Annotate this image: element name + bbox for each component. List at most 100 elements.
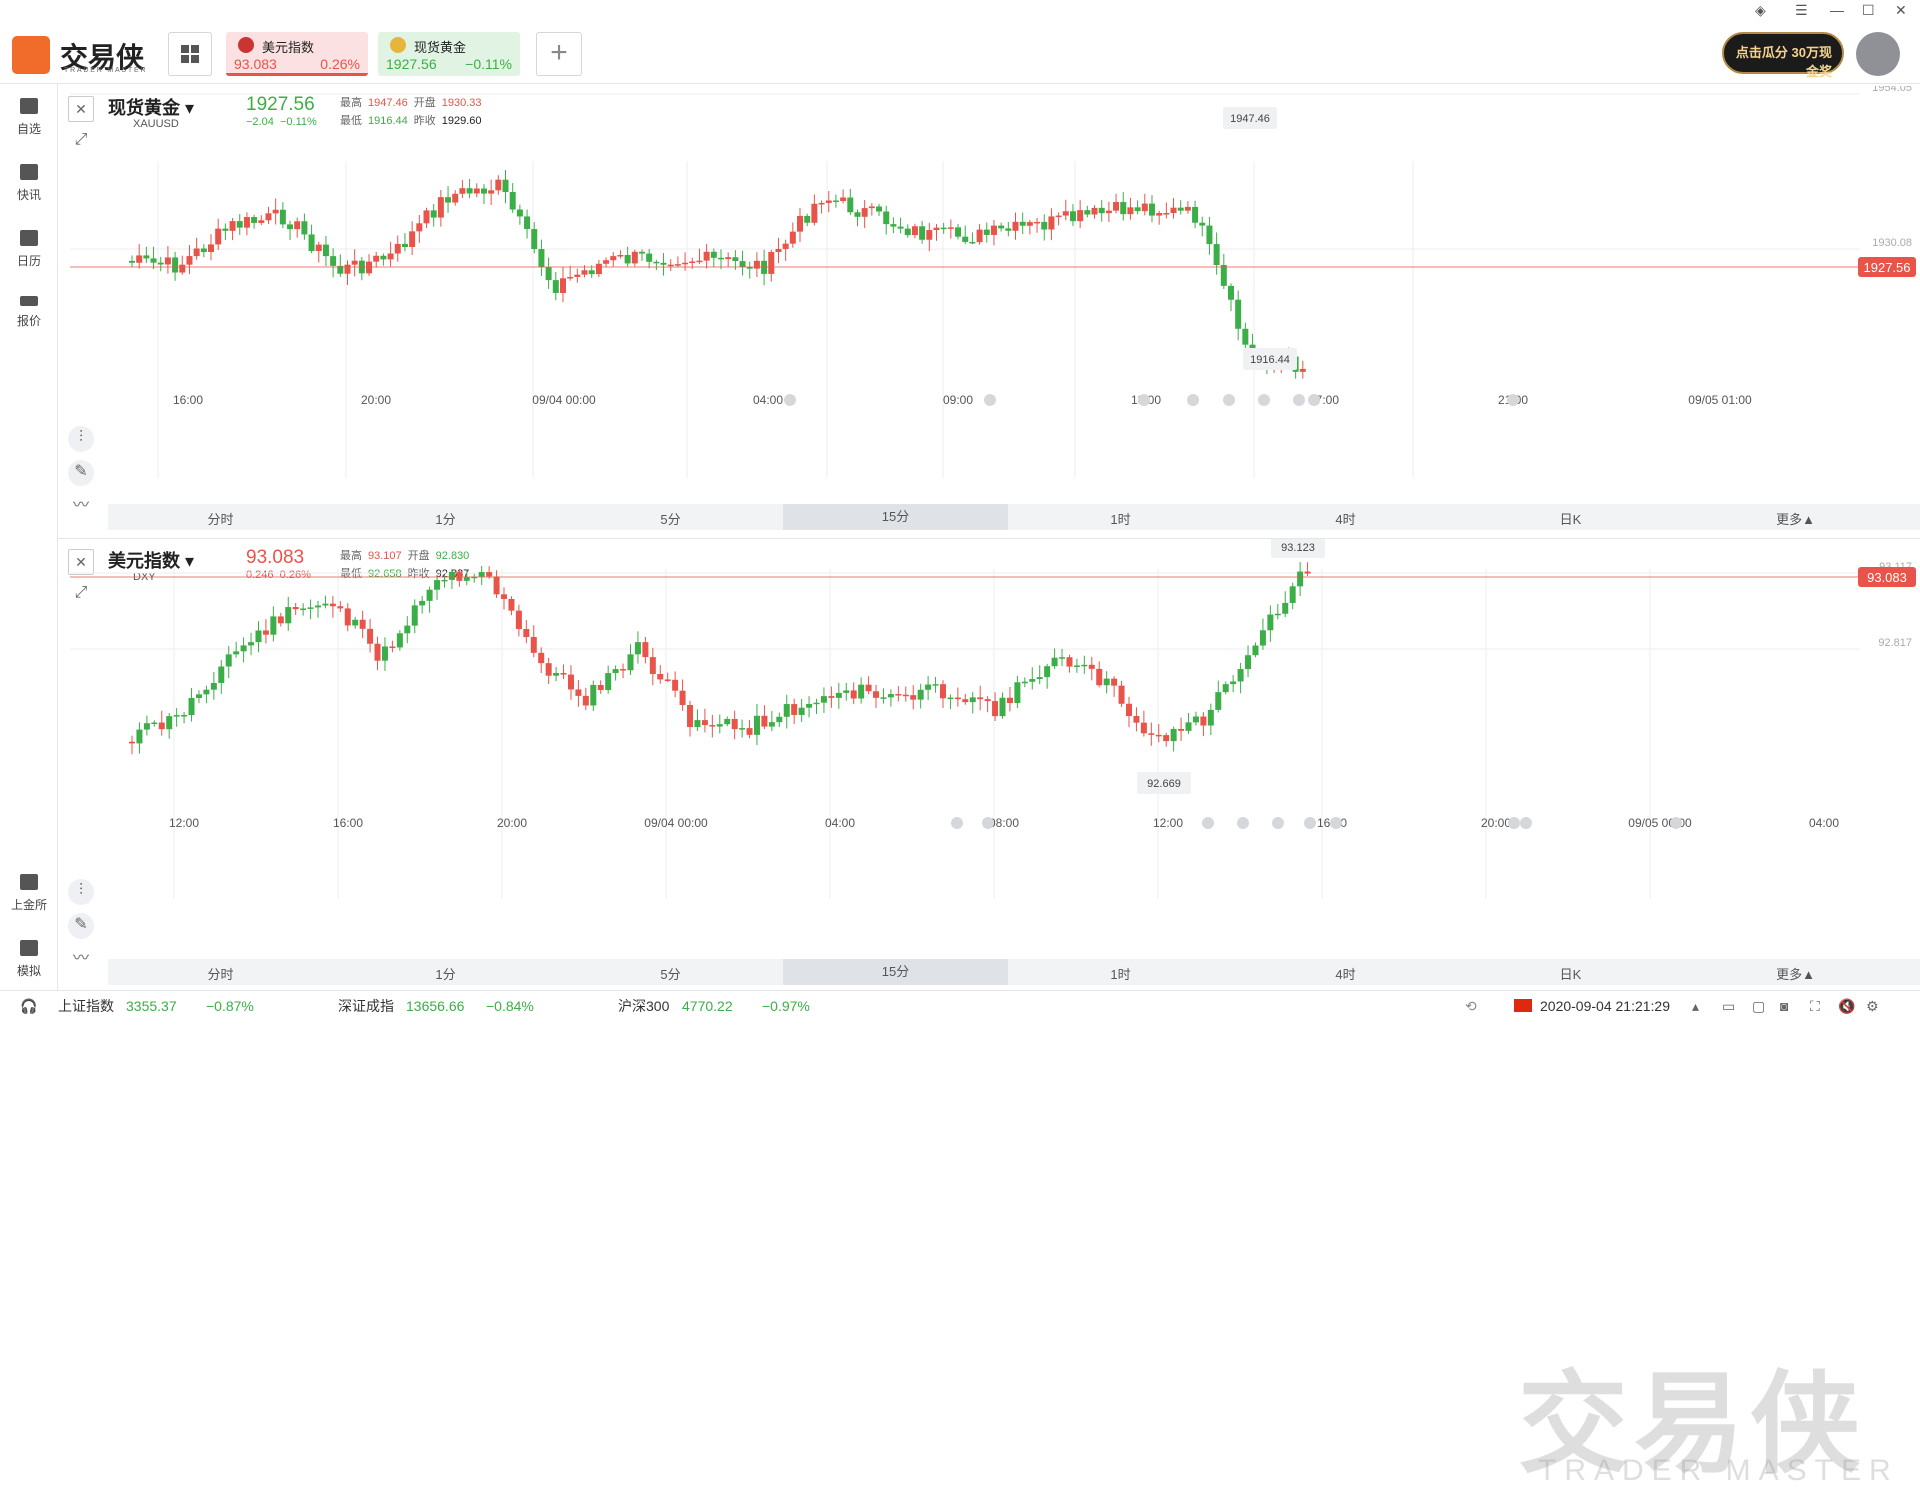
candle-body bbox=[1034, 221, 1041, 224]
timeframe-bar: 分时 1分 5分 15分 1时 4时 日K 更多▲ bbox=[108, 959, 1920, 985]
candle-body bbox=[456, 571, 463, 581]
timeframe-0[interactable]: 分时 bbox=[207, 512, 234, 527]
candle-body bbox=[804, 215, 811, 223]
indicator-icon[interactable]: ⫶ bbox=[68, 879, 94, 905]
timeframe-5[interactable]: 4时 bbox=[1335, 967, 1356, 982]
timeframe-1[interactable]: 1分 bbox=[435, 967, 456, 982]
maximize-icon[interactable]: ☐ bbox=[1862, 2, 1875, 18]
camera-icon[interactable]: ◙ bbox=[1780, 998, 1789, 1014]
line-icon[interactable]: 〰 bbox=[72, 497, 89, 514]
x-tick-label: 12:00 bbox=[169, 816, 199, 830]
timeframe-1[interactable]: 1分 bbox=[435, 512, 456, 527]
expand-icon[interactable]: ⤢ bbox=[74, 131, 88, 148]
candle-body bbox=[1077, 210, 1084, 222]
candle-body bbox=[910, 695, 917, 700]
timeframe-3[interactable]: 15分 bbox=[783, 959, 1008, 985]
timeframe-3[interactable]: 15分 bbox=[783, 504, 1008, 530]
fullscreen-icon[interactable]: ⛶ bbox=[1810, 998, 1820, 1014]
sidebar-item-watchlist[interactable]: 自选 bbox=[0, 98, 58, 137]
candle-body bbox=[1103, 678, 1110, 686]
candle-body bbox=[1192, 716, 1199, 723]
candle-body bbox=[1134, 207, 1141, 212]
timeframe-4[interactable]: 1时 bbox=[1110, 967, 1131, 982]
candle-body bbox=[463, 577, 470, 581]
candle-body bbox=[186, 256, 193, 265]
event-marker bbox=[1507, 394, 1519, 406]
candle-body bbox=[136, 729, 143, 744]
line-icon[interactable]: 〰 bbox=[72, 950, 89, 967]
candlestick-chart[interactable]: 1954.05 1930.08 1927.56 1947.46 1916.44 16:00… bbox=[70, 86, 1920, 500]
candle-body bbox=[868, 206, 875, 209]
settings-icon[interactable]: ⚙ bbox=[1866, 998, 1879, 1014]
screenshot-icon[interactable]: ▢ bbox=[1752, 998, 1766, 1014]
timeframe-4[interactable]: 1时 bbox=[1110, 512, 1131, 527]
candle-body bbox=[1242, 328, 1249, 345]
close-icon[interactable]: ✕ bbox=[68, 549, 94, 575]
tab-change: 0.26% bbox=[320, 56, 360, 72]
timeframe-5[interactable]: 4时 bbox=[1335, 512, 1356, 527]
mute-icon[interactable]: 🔇 bbox=[1838, 998, 1856, 1014]
pencil-icon[interactable]: ✎ bbox=[68, 913, 94, 939]
sidebar-item-sge[interactable]: 上金所 bbox=[0, 874, 58, 913]
candle-body bbox=[493, 576, 500, 595]
candle-body bbox=[739, 261, 746, 268]
display-icon[interactable]: ▭ bbox=[1722, 998, 1736, 1014]
timeframe-7[interactable]: 更多▲ bbox=[1776, 967, 1815, 982]
candle-body bbox=[1148, 733, 1155, 735]
expand-icon[interactable]: ⤢ bbox=[74, 584, 88, 601]
candle-body bbox=[322, 603, 329, 606]
x-tick-label: 20:00 bbox=[497, 816, 527, 830]
sidebar-item-news[interactable]: 快讯 bbox=[0, 164, 58, 203]
close-icon[interactable]: ✕ bbox=[68, 96, 94, 122]
caret-up-icon[interactable]: ▴ bbox=[1692, 998, 1700, 1014]
timeframe-6[interactable]: 日K bbox=[1559, 512, 1582, 527]
indicator-icon[interactable]: ⫶ bbox=[68, 426, 94, 452]
sidebar-item-quotes[interactable]: 报价 bbox=[0, 296, 58, 329]
timeframe-6[interactable]: 日K bbox=[1559, 967, 1582, 982]
minimize-icon[interactable]: — bbox=[1830, 2, 1844, 18]
symbol-name[interactable]: 现货黄金 ▾ bbox=[108, 98, 195, 118]
timeframe-7[interactable]: 更多▲ bbox=[1776, 512, 1815, 527]
menu-icon[interactable]: ☰ bbox=[1795, 2, 1808, 18]
candlestick-chart[interactable]: 93.11792.81793.08393.12392.66912:0016:00… bbox=[70, 539, 1920, 953]
candle-body bbox=[850, 690, 857, 699]
index-sz-name[interactable]: 深证成指 bbox=[338, 998, 394, 1014]
candle-body bbox=[164, 257, 171, 265]
index-hs300-name[interactable]: 沪深300 bbox=[618, 998, 670, 1014]
trend-icon bbox=[20, 296, 38, 306]
timeframe-2[interactable]: 5分 bbox=[660, 512, 681, 527]
tab-gold[interactable]: 现货黄金 1927.56 −0.11% bbox=[378, 32, 520, 76]
candle-body bbox=[501, 594, 508, 599]
promo-banner[interactable]: 点击瓜分 30万现金奖 bbox=[1722, 32, 1844, 79]
candle-body bbox=[791, 704, 798, 715]
sidebar-item-label: 日历 bbox=[16, 254, 41, 268]
candle-body bbox=[876, 206, 883, 212]
candle-body bbox=[947, 227, 954, 229]
skin-icon[interactable]: ◈ bbox=[1755, 2, 1766, 18]
candle-body bbox=[1141, 203, 1148, 212]
candle-body bbox=[739, 728, 746, 730]
avatar[interactable] bbox=[1856, 32, 1900, 76]
candle-body bbox=[603, 260, 610, 264]
sidebar-item-calendar[interactable]: 日历 bbox=[0, 230, 58, 269]
sidebar-item-demo[interactable]: 模拟 bbox=[0, 940, 58, 979]
tab-dxy[interactable]: 美元指数 93.083 0.26% bbox=[226, 32, 368, 76]
close-window-icon[interactable]: ✕ bbox=[1895, 2, 1907, 18]
candle-body bbox=[962, 236, 969, 242]
pencil-icon[interactable]: ✎ bbox=[68, 460, 94, 486]
candle-body bbox=[329, 603, 336, 607]
candle-body bbox=[448, 571, 455, 580]
event-marker bbox=[1202, 817, 1214, 829]
high-tag bbox=[1223, 107, 1277, 129]
candle-body bbox=[409, 231, 416, 248]
layout-grid-button[interactable] bbox=[168, 32, 212, 76]
timeframe-0[interactable]: 分时 bbox=[207, 967, 234, 982]
sync-icon[interactable]: ⟲ bbox=[1465, 998, 1477, 1014]
index-sh-name[interactable]: 上证指数 bbox=[58, 998, 114, 1014]
timeframe-2[interactable]: 5分 bbox=[660, 967, 681, 982]
symbol-name[interactable]: 美元指数 ▾ bbox=[108, 551, 195, 571]
add-tab-button[interactable]: + bbox=[536, 32, 582, 76]
headset-icon[interactable]: 🎧 bbox=[20, 998, 38, 1014]
candle-body bbox=[925, 684, 932, 690]
candle-body bbox=[825, 200, 832, 203]
